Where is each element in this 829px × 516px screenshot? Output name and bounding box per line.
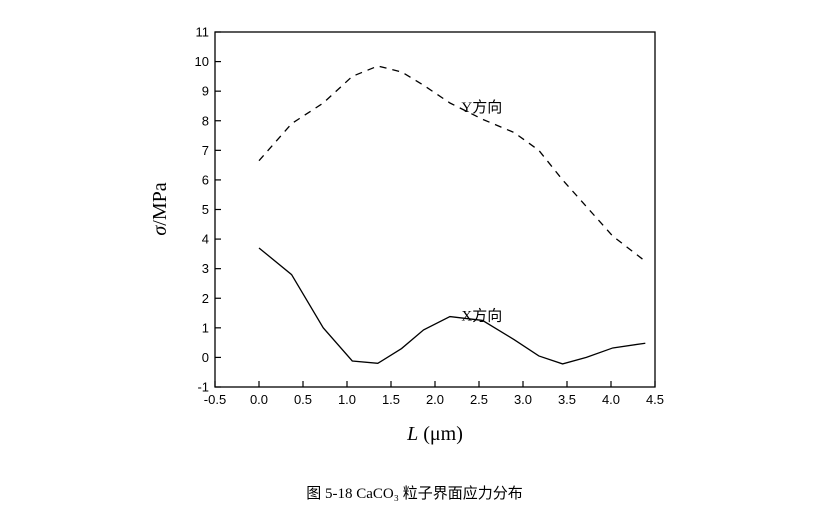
series-label: Y方向: [461, 99, 502, 116]
y-tick-label: 10: [195, 54, 209, 69]
y-tick-label: 11: [196, 25, 210, 40]
y-tick-label: 2: [202, 291, 209, 306]
x-tick-label: 3.5: [558, 392, 576, 407]
y-tick-label: 1: [202, 320, 209, 335]
y-tick-label: 7: [202, 143, 209, 158]
x-tick-label: 1.5: [382, 392, 400, 407]
x-tick-label: 3.0: [514, 392, 532, 407]
y-tick-label: 0: [202, 350, 209, 365]
series-label: X方向: [461, 308, 502, 325]
y-axis-label: σ/MPa: [149, 182, 171, 235]
y-tick-label: 4: [202, 232, 209, 247]
x-tick-label: 1.0: [338, 392, 356, 407]
x-tick-label: 0.5: [294, 392, 312, 407]
figure-caption: 图 5-18 CaCO₃ 粒子界面应力分布: [306, 486, 523, 502]
y-tick-label: -1: [197, 380, 209, 395]
x-tick-label: 2.5: [470, 392, 488, 407]
y-tick-label: 3: [202, 261, 209, 276]
y-tick-label: 6: [202, 172, 209, 187]
plot-frame: [214, 31, 656, 388]
series-line: [258, 247, 646, 365]
x-tick-label: 4.0: [602, 392, 620, 407]
x-tick-label: 0.0: [250, 392, 268, 407]
y-tick-label: 9: [202, 84, 209, 99]
x-tick-label: -0.5: [204, 392, 226, 407]
x-axis-label: L (μm): [406, 423, 463, 445]
x-tick-label: 2.0: [426, 392, 444, 407]
y-tick-label: 5: [202, 202, 209, 217]
x-tick-label: 4.5: [646, 392, 664, 407]
series-line: [258, 65, 646, 262]
y-tick-label: 8: [202, 113, 209, 128]
